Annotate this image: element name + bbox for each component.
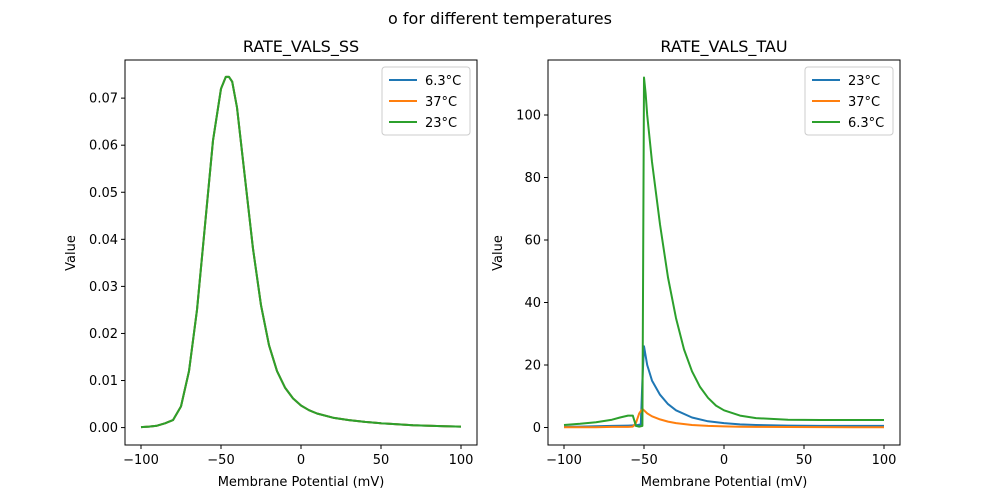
series-line-0 [563, 345, 884, 428]
legend-label: 23°C [848, 74, 880, 89]
x-tick-label: −50 [630, 453, 657, 468]
y-tick-label: 100 [516, 109, 541, 124]
subplot-rate-vals-tau: RATE_VALS_TAU −100 −50 0 50 100 0 20 40 60 80 100… [491, 37, 901, 490]
x-tick-label: 100 [449, 453, 474, 468]
y-tick-label: 40 [524, 296, 541, 311]
y-tick-label: 0.04 [89, 233, 118, 248]
y-tick-label: 0.02 [89, 327, 118, 342]
series-line-2 [140, 75, 462, 429]
x-tick-label: −100 [546, 453, 582, 468]
y-tick-label: 0.01 [89, 374, 118, 389]
legend-frame [381, 66, 471, 136]
y-tick-label: 0.07 [89, 92, 118, 107]
series-line-2 [563, 76, 884, 428]
figure-suptitle: o for different temperatures [388, 9, 612, 28]
x-tick-label: 0 [297, 453, 305, 468]
legend-label: 23°C [425, 116, 457, 131]
x-ticks: −100 −50 0 50 100 [123, 445, 473, 468]
x-tick-label: 0 [720, 453, 728, 468]
legend-label: 37°C [848, 95, 880, 110]
x-tick-label: 50 [373, 453, 390, 468]
x-ticks: −100 −50 0 50 100 [546, 445, 896, 468]
y-axis-label: Value [64, 235, 79, 271]
plot-lines [140, 75, 462, 429]
y-tick-label: 0.00 [89, 421, 118, 436]
y-axis-label: Value [491, 235, 506, 271]
legend-label: 6.3°C [848, 116, 884, 131]
y-ticks: 0 20 40 60 80 100 [516, 109, 548, 436]
legend-frame [804, 66, 894, 136]
y-tick-label: 60 [524, 234, 541, 249]
y-tick-label: 0.03 [89, 280, 118, 295]
y-tick-label: 0.05 [89, 186, 118, 201]
subplot-title: RATE_VALS_TAU [660, 37, 787, 57]
legend: 23°C 37°C 6.3°C [804, 66, 894, 136]
plot-lines [563, 76, 884, 429]
series-line-1 [564, 407, 884, 429]
y-tick-label: 0 [533, 421, 541, 436]
subplot-title: RATE_VALS_SS [243, 37, 359, 57]
x-tick-label: 50 [796, 453, 813, 468]
y-tick-label: 80 [524, 171, 541, 186]
x-tick-label: −100 [123, 453, 159, 468]
legend-label: 37°C [425, 95, 457, 110]
legend: 6.3°C 37°C 23°C [381, 66, 471, 136]
y-tick-label: 20 [524, 359, 541, 374]
x-axis-label: Membrane Potential (mV) [641, 475, 808, 490]
y-tick-label: 0.06 [89, 139, 118, 154]
subplot-rate-vals-ss: RATE_VALS_SS −100 −50 0 50 100 0.000.010.020… [64, 37, 478, 490]
y-ticks: 0.00 0.01 0.02 0.03 0.04 0.05 0.06 0.07 [89, 92, 125, 436]
x-tick-label: 100 [872, 453, 897, 468]
legend-label: 6.3°C [425, 74, 461, 89]
x-tick-label: −50 [207, 453, 234, 468]
x-axis-label: Membrane Potential (mV) [218, 475, 385, 490]
